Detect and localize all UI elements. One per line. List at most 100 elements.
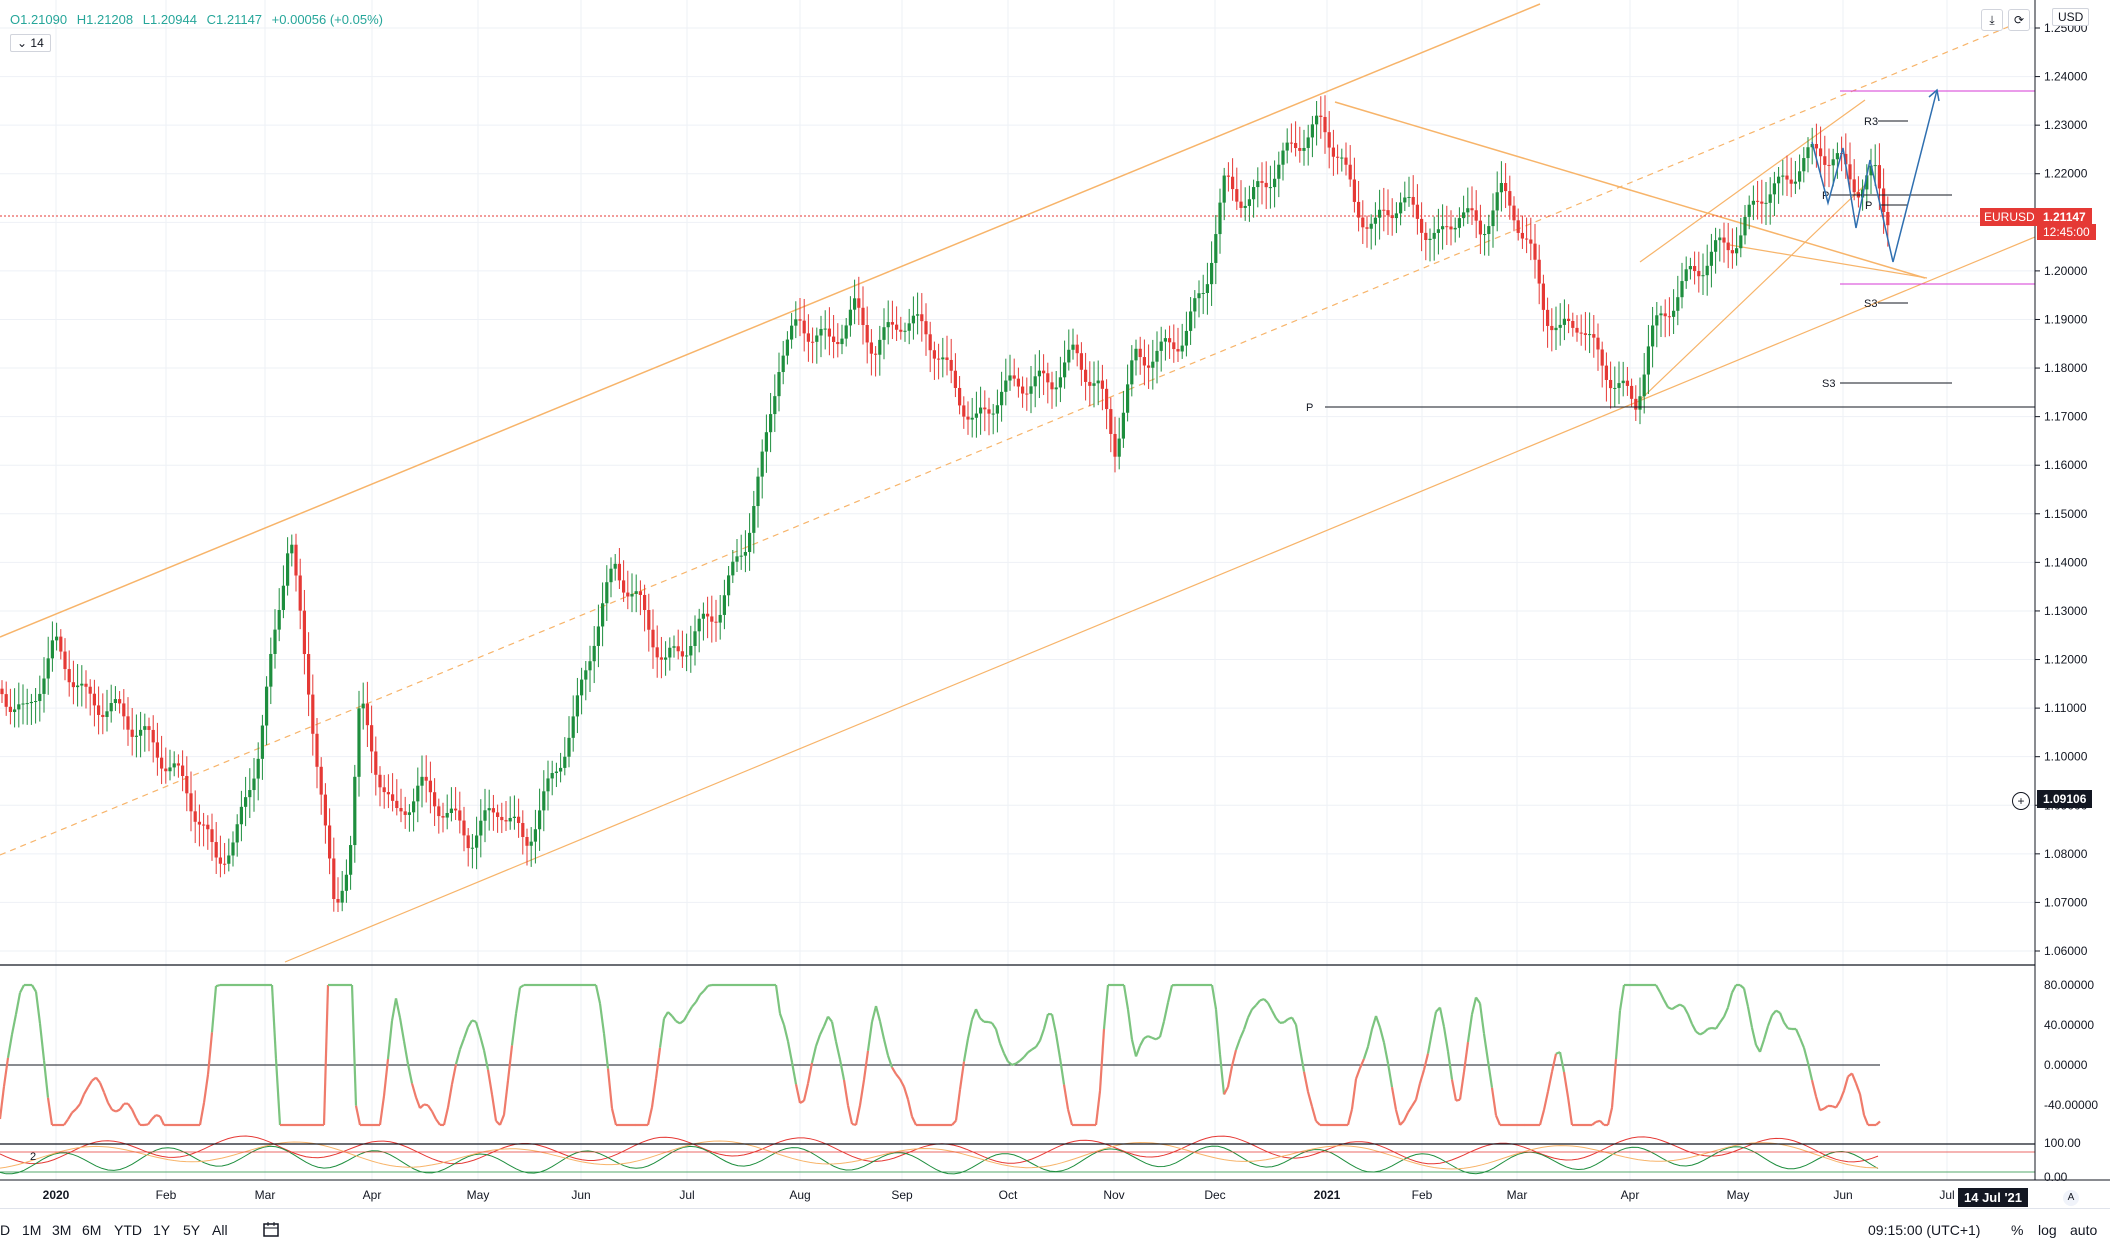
- osc-segment: [96, 1078, 100, 1083]
- osc-segment: [668, 1012, 672, 1016]
- candle-body: [177, 763, 180, 765]
- osc-segment: [676, 1021, 680, 1023]
- candle-body: [1412, 197, 1415, 205]
- calendar-icon[interactable]: [262, 1220, 280, 1238]
- osc-segment: [16, 993, 20, 1014]
- osc-segment: [1440, 1007, 1444, 1026]
- candle-body: [1403, 198, 1406, 203]
- cursor-crosshair-icon[interactable]: +: [2012, 792, 2030, 810]
- time-readout[interactable]: 09:15:00 (UTC+1): [1868, 1222, 1980, 1238]
- candle-body: [639, 591, 642, 595]
- timeframe-ytd[interactable]: YTD: [114, 1222, 142, 1238]
- candle-body: [51, 640, 54, 658]
- osc-segment: [1660, 992, 1664, 1000]
- download-icon[interactable]: ⤓: [1981, 9, 2003, 31]
- timeframe-1y[interactable]: 1Y: [153, 1222, 170, 1238]
- price-tick-label: 1.22000: [2044, 167, 2088, 181]
- candle-body: [1508, 191, 1511, 206]
- candle-body: [324, 795, 327, 826]
- candle-body: [1802, 158, 1805, 171]
- osc-segment: [1776, 1011, 1780, 1013]
- candle-body: [1827, 165, 1830, 166]
- osc-segment: [88, 1081, 92, 1088]
- candle-body: [1676, 297, 1679, 311]
- candle-body: [794, 319, 797, 325]
- candle-body: [349, 845, 352, 875]
- log-button[interactable]: log: [2038, 1222, 2057, 1238]
- candle-body: [962, 405, 965, 416]
- candle-body: [1689, 266, 1692, 269]
- currency-label[interactable]: USD: [2052, 8, 2089, 26]
- timeframe-all[interactable]: All: [212, 1222, 228, 1238]
- osc-segment: [1040, 1029, 1044, 1041]
- osc-segment: [960, 1061, 964, 1089]
- axes[interactable]: 1.250001.240001.230001.220001.210001.200…: [0, 0, 2110, 1202]
- osc-segment: [420, 1104, 424, 1108]
- osc-segment: [1800, 1038, 1804, 1048]
- candle-body: [1550, 326, 1553, 330]
- percent-button[interactable]: %: [2011, 1222, 2023, 1238]
- osc-segment: [1272, 1011, 1276, 1019]
- osc-segment: [128, 1104, 132, 1110]
- timeframe-d[interactable]: D: [0, 1222, 10, 1238]
- timeframe-1m[interactable]: 1M: [22, 1222, 41, 1238]
- candle-body: [530, 842, 533, 846]
- candle-body: [1823, 156, 1826, 165]
- candle-body: [1777, 177, 1780, 184]
- settings-icon[interactable]: ⟳: [2008, 9, 2030, 31]
- candle-body: [1517, 220, 1520, 233]
- candle-body: [1277, 165, 1280, 179]
- osc-segment: [796, 1084, 800, 1103]
- osc-segment: [1028, 1049, 1032, 1052]
- osc-segment: [888, 1056, 892, 1068]
- osc-segment: [1564, 1072, 1568, 1097]
- candle-body: [1323, 117, 1326, 132]
- osc-segment: [1140, 1038, 1144, 1046]
- time-tick-label: 2020: [43, 1188, 70, 1202]
- osc-segment: [1012, 1064, 1016, 1065]
- candle-body: [618, 564, 621, 581]
- candle-body: [1181, 346, 1184, 352]
- osc-segment: [600, 1003, 604, 1033]
- candle-body: [1370, 224, 1373, 229]
- candle-body: [1235, 189, 1238, 202]
- osc-segment: [516, 988, 520, 1014]
- candle-body: [798, 319, 801, 320]
- candle-body: [1029, 386, 1032, 393]
- a-icon[interactable]: A: [2063, 1190, 2079, 1206]
- candle-body: [513, 817, 516, 818]
- indicator-badge[interactable]: ⌄ 14: [10, 34, 51, 52]
- candle-body: [311, 695, 314, 734]
- timeframe-6m[interactable]: 6M: [82, 1222, 101, 1238]
- timeframe-3m[interactable]: 3M: [52, 1222, 71, 1238]
- osc-segment: [1540, 1110, 1544, 1125]
- osc-segment: [76, 1104, 80, 1109]
- candle-body: [353, 777, 356, 845]
- osc-segment: [508, 1045, 512, 1080]
- timeframe-5y[interactable]: 5Y: [183, 1222, 200, 1238]
- osc-segment: [1680, 1005, 1684, 1007]
- candle-body: [76, 686, 79, 688]
- candle-body: [622, 580, 625, 592]
- candle-body: [68, 669, 71, 682]
- auto-button[interactable]: auto: [2070, 1222, 2097, 1238]
- candle-body: [706, 614, 709, 617]
- osc-segment: [1820, 1109, 1824, 1111]
- candle-body: [252, 779, 255, 790]
- time-tick-label: May: [467, 1188, 490, 1202]
- countdown-tag: 12:45:00: [2037, 224, 2096, 240]
- osc-segment: [144, 1124, 148, 1125]
- candle-body: [1013, 375, 1016, 378]
- osc-segment: [1480, 1003, 1484, 1033]
- candle-body: [1416, 205, 1419, 219]
- osc-segment: [4, 1058, 8, 1087]
- osc-segment: [1612, 1059, 1616, 1108]
- osc-segment: [816, 1035, 820, 1046]
- candle-body: [609, 569, 612, 583]
- candle-body: [1596, 338, 1599, 350]
- candle-body: [546, 778, 549, 791]
- candle-body: [244, 797, 247, 807]
- osc-segment: [1796, 1029, 1800, 1038]
- candle-body: [534, 829, 537, 841]
